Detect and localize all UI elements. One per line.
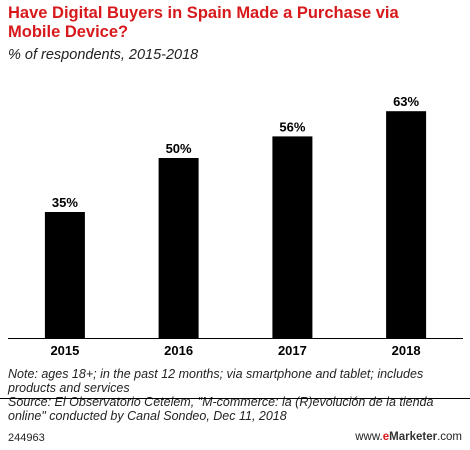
chart-title: Have Digital Buyers in Spain Made a Purc…: [8, 4, 399, 41]
bar-2016: [158, 158, 199, 338]
bar-2017: [272, 136, 313, 338]
chart-subtitle: % of respondents, 2015-2018: [8, 47, 199, 63]
value-label-2016: 50%: [166, 141, 192, 156]
value-label-2017: 56%: [279, 119, 305, 134]
chart-notes: Note: ages 18+; in the past 12 months; v…: [8, 367, 463, 423]
value-label-2018: 63%: [393, 94, 419, 109]
bar-2015: [44, 212, 85, 338]
x-tick-2015: 2015: [50, 343, 79, 358]
bar-2018: [386, 111, 427, 338]
source-text: Source: El Observatorio Cetelem, "M-comm…: [8, 395, 434, 423]
brand-prefix: www.: [355, 431, 383, 443]
brand-link[interactable]: www.eMarketer.com: [355, 431, 462, 443]
note-text: Note: ages 18+; in the past 12 months; v…: [8, 367, 424, 395]
brand-suffix: .com: [437, 431, 462, 443]
x-tick-2016: 2016: [164, 343, 193, 358]
value-label-2015: 35%: [52, 195, 78, 210]
chart-id: 244963: [8, 432, 45, 444]
x-tick-2017: 2017: [278, 343, 307, 358]
bar-chart: 35% 2015 50% 2016 56% 2017 63% 2018: [8, 94, 463, 358]
brand-name: Marketer: [389, 431, 438, 443]
brand-e-logo: e: [382, 431, 390, 443]
footer-divider: [0, 398, 470, 399]
x-tick-2018: 2018: [392, 343, 421, 358]
